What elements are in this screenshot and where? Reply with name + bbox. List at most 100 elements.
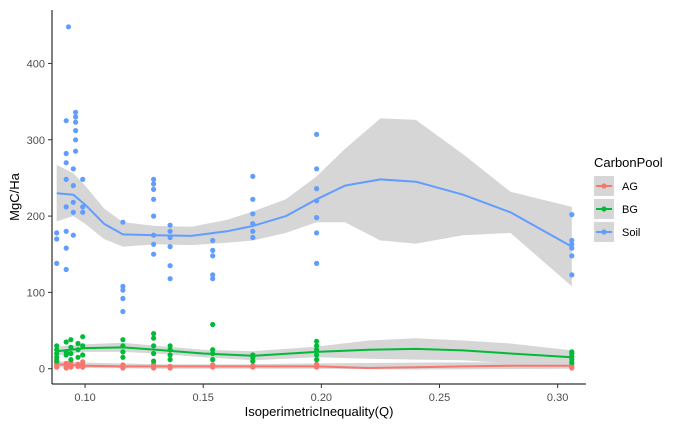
confidence-bands [56, 118, 572, 370]
point-soil [151, 241, 157, 247]
point-bg [80, 352, 86, 358]
point-bg [167, 343, 173, 349]
x-tick-label: 0.20 [311, 392, 332, 404]
point-bg [68, 337, 74, 343]
point-soil [70, 209, 76, 215]
x-tick-label: 0.10 [74, 392, 95, 404]
point-soil [167, 244, 173, 250]
point-soil [63, 150, 69, 157]
point-soil [250, 228, 256, 234]
point-soil [151, 213, 157, 219]
point-bg [210, 357, 216, 363]
point-bg [63, 339, 69, 345]
point-soil [65, 24, 72, 30]
point-soil [63, 266, 69, 273]
point-bg [75, 340, 81, 347]
point-bg [80, 334, 86, 340]
y-tick-label: 200 [27, 211, 45, 223]
point-soil [54, 236, 60, 242]
point-bg [151, 343, 157, 349]
legend-key-point-bg [601, 206, 607, 212]
point-soil [70, 183, 76, 189]
point-bg [68, 357, 74, 363]
point-soil [167, 222, 173, 228]
point-soil [151, 251, 157, 257]
y-axis-title: MgC/Ha [7, 172, 22, 220]
point-soil [73, 128, 79, 134]
x-tick-label: 0.15 [193, 392, 214, 404]
point-bg [210, 321, 216, 328]
point-soil [80, 176, 86, 182]
point-bg [120, 337, 126, 343]
smooth-line-soil [56, 178, 573, 248]
legend-key-point-ag [601, 183, 607, 189]
point-soil [569, 212, 575, 218]
point-bg [80, 343, 86, 349]
y-tick-label: 300 [27, 135, 45, 147]
point-bg [314, 357, 320, 363]
point-soil [314, 166, 320, 172]
smooth-lines [56, 178, 573, 369]
y-tick-label: 100 [27, 287, 45, 299]
point-soil [120, 295, 126, 302]
point-soil [73, 119, 79, 125]
point-bg [569, 349, 575, 355]
point-soil [80, 204, 86, 210]
x-ticks: 0.10 0.15 0.20 0.25 0.30 [74, 384, 568, 404]
point-soil [120, 308, 126, 315]
point-bg [151, 331, 157, 337]
point-soil [314, 186, 320, 192]
point-bg [120, 349, 126, 355]
legend-label-soil: Soil [622, 227, 640, 239]
point-soil [314, 215, 320, 221]
point-soil [151, 176, 157, 182]
band-soil [56, 118, 572, 287]
point-soil [70, 199, 76, 205]
point-soil [63, 228, 69, 234]
point-soil [250, 173, 256, 179]
point-soil [250, 234, 256, 241]
axes [51, 10, 586, 385]
point-soil [120, 219, 126, 225]
point-soil [210, 272, 216, 278]
point-bg [151, 335, 157, 341]
point-soil [314, 260, 320, 266]
point-soil [63, 176, 69, 182]
point-bg [68, 350, 74, 357]
point-bg [167, 352, 173, 358]
point-bg [54, 343, 60, 349]
point-soil [167, 228, 173, 234]
point-bg [54, 354, 60, 360]
point-soil [63, 118, 69, 124]
point-soil [73, 109, 79, 115]
point-soil [314, 131, 320, 137]
point-ag [80, 359, 86, 365]
y-tick-label: 400 [27, 58, 45, 70]
legend-label-bg: BG [622, 204, 638, 216]
point-soil [167, 263, 173, 269]
point-bg [151, 350, 157, 357]
point-soil [120, 283, 126, 289]
point-soil [569, 272, 575, 278]
point-soil [70, 166, 76, 172]
smooth-line-bg [56, 346, 572, 359]
x-axis-title: IsoperimetricInequality(Q) [245, 404, 394, 419]
point-soil [73, 148, 79, 154]
point-bg [250, 358, 256, 364]
point-soil [167, 276, 173, 282]
point-bg [314, 343, 320, 349]
point-bg [210, 347, 216, 353]
point-bg [314, 338, 320, 344]
legend-title: CarbonPool [594, 155, 663, 170]
y-tick-label: 0 [39, 364, 45, 376]
point-bg [167, 357, 173, 363]
point-soil [63, 245, 69, 251]
legend-key-point-soil [601, 229, 607, 235]
point-soil [210, 247, 216, 253]
point-soil [151, 181, 157, 187]
point-soil [63, 204, 69, 210]
point-soil [210, 237, 216, 244]
point-soil [250, 211, 256, 217]
point-soil [73, 114, 79, 120]
